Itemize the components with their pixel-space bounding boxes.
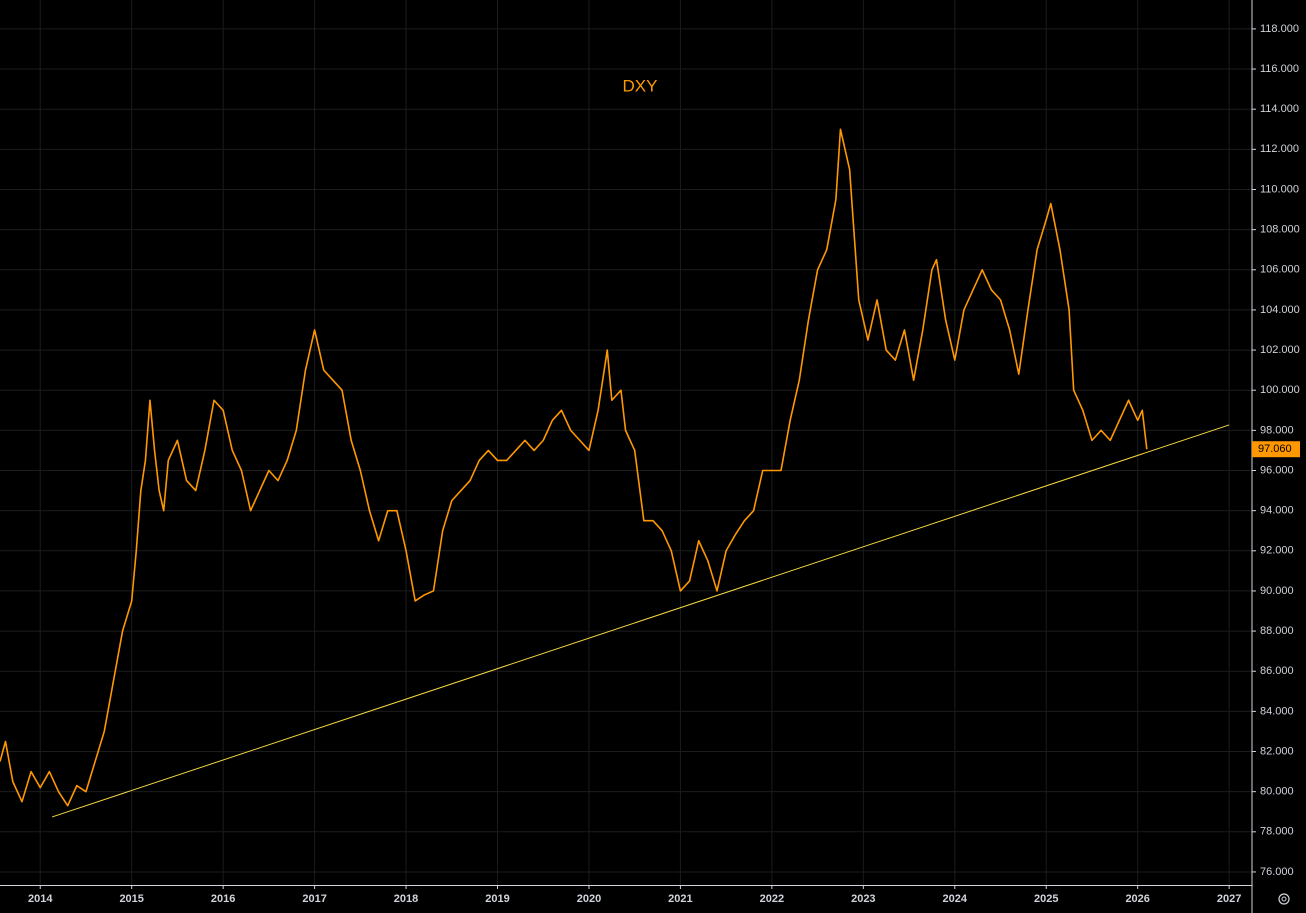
x-tick-label: 2026 — [1125, 893, 1149, 905]
y-tick-label: 116.000 — [1260, 63, 1299, 75]
x-tick-label: 2017 — [302, 893, 326, 905]
y-tick-label: 80.000 — [1260, 786, 1294, 798]
last-price-label: 97.060 — [1258, 443, 1292, 455]
x-tick-label: 2015 — [119, 893, 143, 905]
y-tick-label: 88.000 — [1260, 625, 1294, 637]
x-tick-label: 2023 — [851, 893, 875, 905]
y-tick-label: 94.000 — [1260, 505, 1294, 517]
y-tick-label: 108.000 — [1260, 224, 1300, 236]
y-tick-label: 76.000 — [1260, 866, 1294, 878]
x-tick-label: 2027 — [1217, 893, 1241, 905]
y-tick-label: 90.000 — [1260, 585, 1294, 597]
x-tick-label: 2019 — [485, 893, 509, 905]
chart-title: DXY — [623, 76, 658, 95]
y-tick-label: 104.000 — [1260, 304, 1300, 316]
x-tick-label: 2024 — [943, 893, 968, 905]
x-tick-label: 2020 — [577, 893, 601, 905]
price-line — [0, 128, 1148, 807]
y-tick-label: 112.000 — [1260, 143, 1299, 155]
y-tick-label: 98.000 — [1260, 424, 1294, 436]
y-tick-label: 96.000 — [1260, 464, 1294, 476]
y-tick-label: 110.000 — [1260, 183, 1299, 195]
y-tick-label: 102.000 — [1260, 344, 1300, 356]
x-tick-label: 2025 — [1034, 893, 1058, 905]
y-tick-label: 84.000 — [1260, 705, 1294, 717]
x-tick-label: 2014 — [28, 893, 53, 905]
y-tick-label: 106.000 — [1260, 264, 1300, 276]
y-tick-label: 118.000 — [1260, 23, 1299, 35]
y-tick-label: 78.000 — [1260, 826, 1294, 838]
y-tick-label: 86.000 — [1260, 665, 1294, 677]
y-tick-label: 92.000 — [1260, 545, 1294, 557]
y-tick-label: 82.000 — [1260, 745, 1294, 757]
y-tick-label: 114.000 — [1260, 103, 1299, 115]
settings-icon[interactable] — [1278, 893, 1290, 905]
x-tick-label: 2022 — [760, 893, 784, 905]
x-tick-label: 2018 — [394, 893, 418, 905]
x-tick-label: 2016 — [211, 893, 235, 905]
last-price-box — [1252, 441, 1300, 458]
trendline — [51, 424, 1230, 818]
y-tick-label: 100.000 — [1260, 384, 1300, 396]
x-tick-label: 2021 — [668, 893, 692, 905]
